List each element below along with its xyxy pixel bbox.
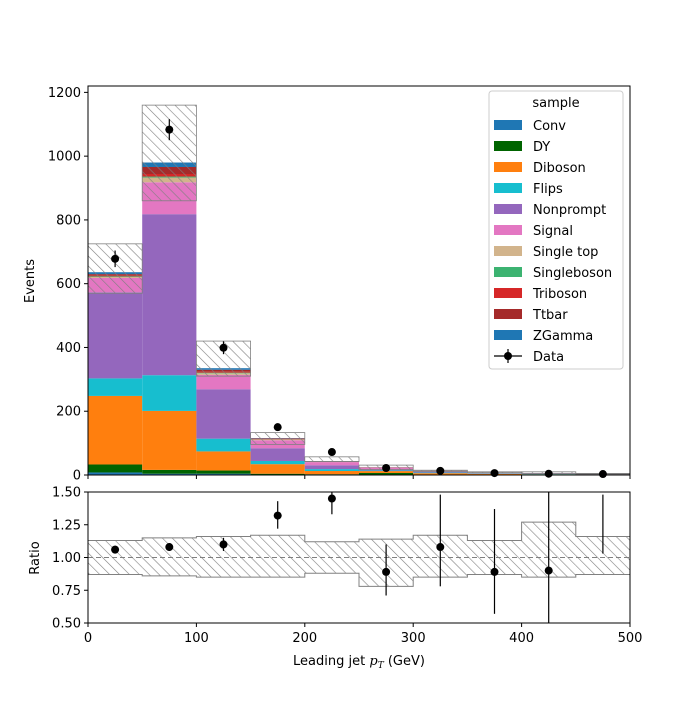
legend-data-marker [504,352,512,360]
ratio-point [165,543,173,551]
main-ylabel: Events [23,259,38,303]
y-tick-label: 1.25 [52,518,81,533]
legend-label: Data [533,350,564,365]
ratio-point [491,568,499,576]
main-y-ticks: 0 200 400 600 800 1000 1200 [48,86,88,484]
y-tick-label: 0.50 [52,617,81,632]
legend-swatch [494,225,522,235]
data-point [111,255,119,263]
x-tick-label: 500 [618,631,643,646]
bar-diboson [196,451,250,470]
x-tick-label: 300 [401,631,426,646]
data-point [545,470,553,478]
legend-swatch [494,288,522,298]
bar-dy [142,470,196,474]
bar-nonprompt [142,214,196,375]
ratio-point [328,495,336,503]
bar-diboson [88,396,142,465]
bar-flips [305,469,359,471]
bar-flips [88,378,142,396]
legend-swatch [494,204,522,214]
y-tick-label: 0 [73,469,81,484]
bar-diboson [305,471,359,474]
x-axis-label-text: Leading jet [293,654,365,669]
data-point [599,470,607,478]
ratio-band-bin [251,535,305,577]
bar-signal [305,462,359,465]
bar-flips [251,461,305,464]
legend-swatch [494,120,522,130]
legend-label: Diboson [533,161,586,176]
data-point [220,344,228,352]
unc-band-bin [305,457,359,462]
x-tick-label: 200 [292,631,317,646]
legend-label: Flips [533,182,563,197]
legend-title: sample [532,96,579,111]
legend-label: ZGamma [533,329,593,344]
legend-swatch [494,330,522,340]
legend-swatch [494,141,522,151]
data-point [491,469,499,477]
legend-swatch [494,162,522,172]
y-tick-label: 200 [56,405,81,420]
x-axis-label-unit: (GeV) [388,654,425,669]
bar-flips [142,375,196,411]
y-tick-label: 1.00 [52,551,81,566]
ratio-point [545,567,553,575]
ratio-point [382,568,390,576]
legend-label: Conv [533,119,566,134]
y-tick-label: 400 [56,341,81,356]
x-tick-label: 0 [84,631,92,646]
legend-swatch [494,267,522,277]
legend-label: Singleboson [533,266,612,281]
legend: sample Conv DY Diboson Flips Nonprompt Signal S… [489,91,623,369]
y-tick-label: 1.50 [52,486,81,501]
legend-swatch [494,183,522,193]
ratio-x-ticks: 0 100 200 300 400 500 [84,623,643,646]
data-point [274,423,282,431]
x-tick-label: 100 [184,631,209,646]
y-tick-label: 600 [56,277,81,292]
bar-flips [196,439,250,452]
data-point [382,464,390,472]
unc-band-bin [251,433,305,445]
bar-dy [88,464,142,472]
y-tick-label: 0.75 [52,584,81,599]
legend-swatch [494,246,522,256]
ratio-point [220,540,228,548]
x-axis-label: Leading jet pT (GeV) [293,654,425,671]
bar-nonprompt [196,389,250,438]
legend-label: Triboson [532,287,587,302]
bar-signal [196,375,250,389]
ratio-ylabel: Ratio [28,541,43,574]
data-point [328,448,336,456]
x-tick-label: 400 [509,631,534,646]
bar-nonprompt [88,292,142,378]
y-tick-label: 800 [56,213,81,228]
legend-label: Nonprompt [533,203,606,218]
data-point [165,126,173,134]
legend-label: Single top [533,245,598,260]
legend-swatch [494,309,522,319]
bar-nonprompt [251,448,305,461]
bar-dy [196,471,250,474]
legend-label: DY [533,140,550,155]
ratio-plot: 0.50 0.75 1.00 1.25 1.50 0 100 200 300 400 500 [52,483,642,646]
ratio-point [111,546,119,554]
ratio-point [436,543,444,551]
y-tick-label: 1200 [48,86,81,101]
legend-label: Ttbar [532,308,568,323]
y-tick-label: 1000 [48,150,81,165]
data-point [436,467,444,475]
bar-diboson [142,411,196,470]
bar-diboson [251,464,305,474]
ratio-point [274,512,282,520]
ratio-y-ticks: 0.50 0.75 1.00 1.25 1.50 [52,486,88,632]
legend-label: Signal [533,224,573,239]
bar-nonprompt [305,465,359,469]
